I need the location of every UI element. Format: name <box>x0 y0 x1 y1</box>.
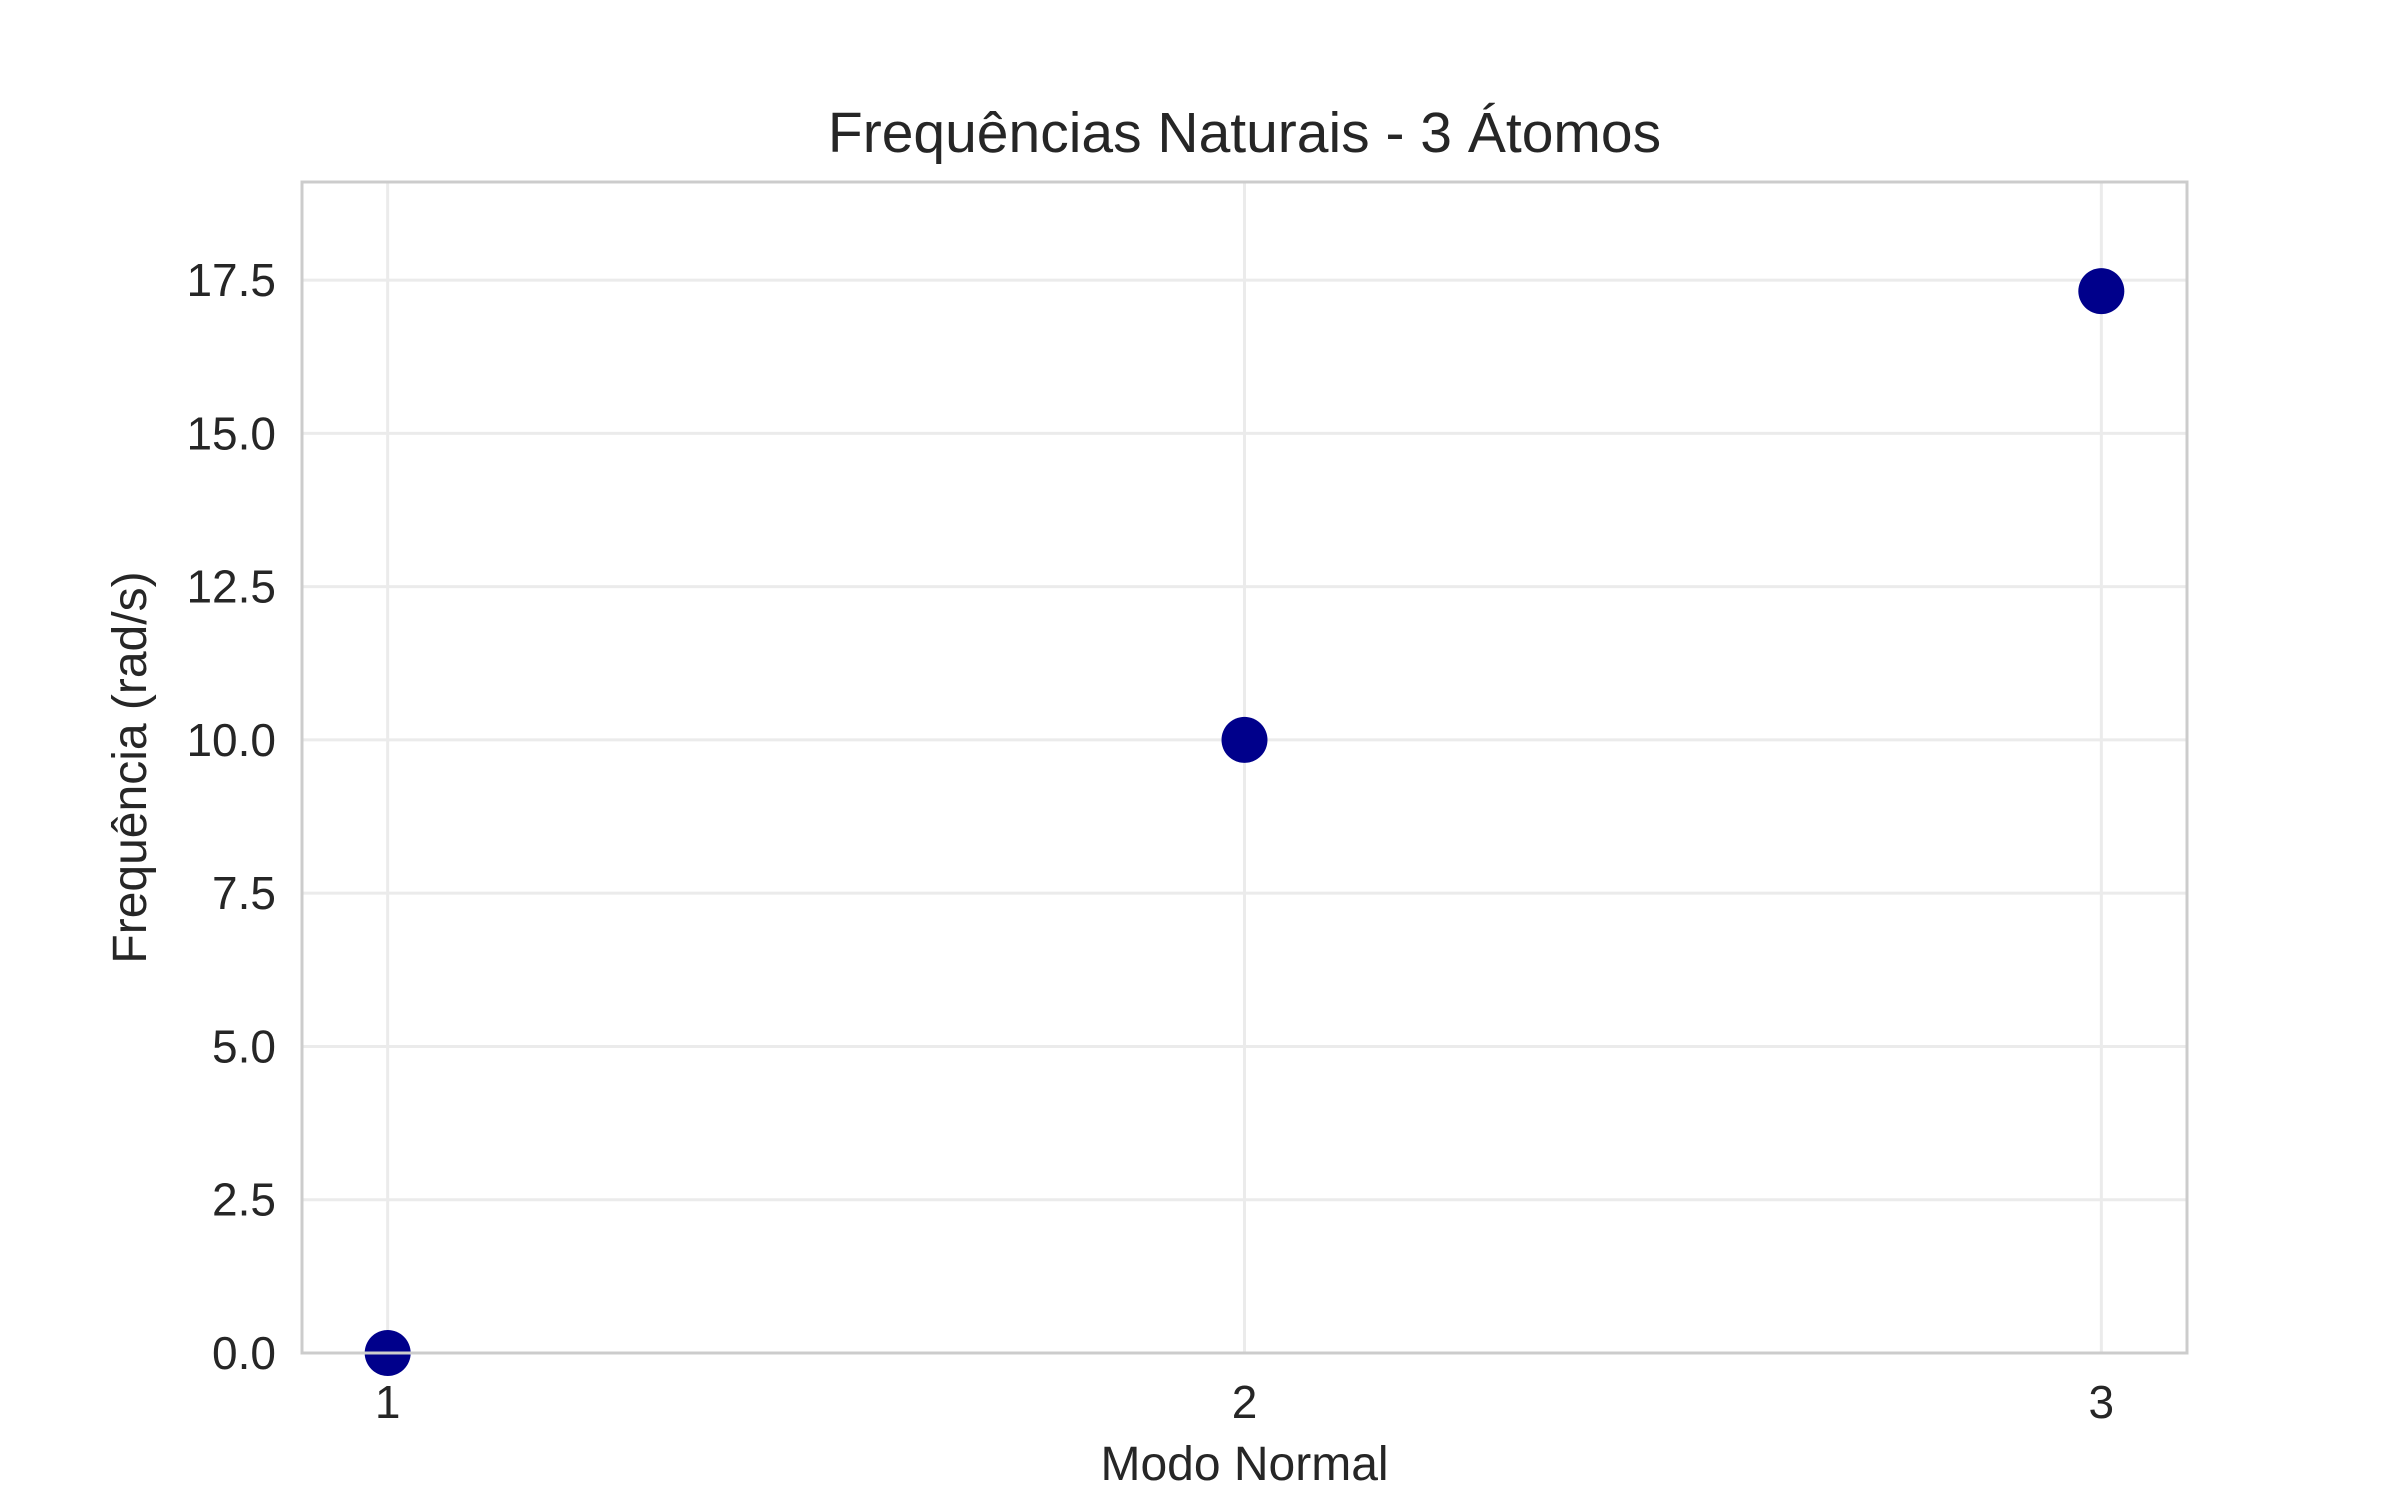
x-tick-label: 3 <box>2089 1376 2115 1428</box>
y-tick-label: 7.5 <box>212 867 276 919</box>
x-axis-ticks: 1 2 3 <box>375 1376 2114 1428</box>
x-tick-label: 1 <box>375 1376 401 1428</box>
y-tick-label: 10.0 <box>186 714 276 766</box>
data-point <box>1221 716 1268 763</box>
y-axis-ticks: 0.0 2.5 5.0 7.5 10.0 12.5 15.0 17.5 <box>186 254 276 1379</box>
y-axis-label: Frequência (rad/s) <box>104 571 157 963</box>
data-point <box>2078 268 2125 315</box>
y-tick-label: 17.5 <box>186 254 276 306</box>
x-axis-label: Modo Normal <box>1100 1438 1388 1491</box>
y-tick-label: 5.0 <box>212 1020 276 1072</box>
y-tick-label: 15.0 <box>186 407 276 459</box>
chart-title: Frequências Naturais - 3 Átomos <box>828 101 1661 165</box>
y-tick-label: 0.0 <box>212 1327 276 1379</box>
y-tick-label: 12.5 <box>186 561 276 613</box>
y-tick-label: 2.5 <box>212 1174 276 1226</box>
x-tick-label: 2 <box>1232 1376 1258 1428</box>
plot-area-frame <box>300 180 2189 1355</box>
